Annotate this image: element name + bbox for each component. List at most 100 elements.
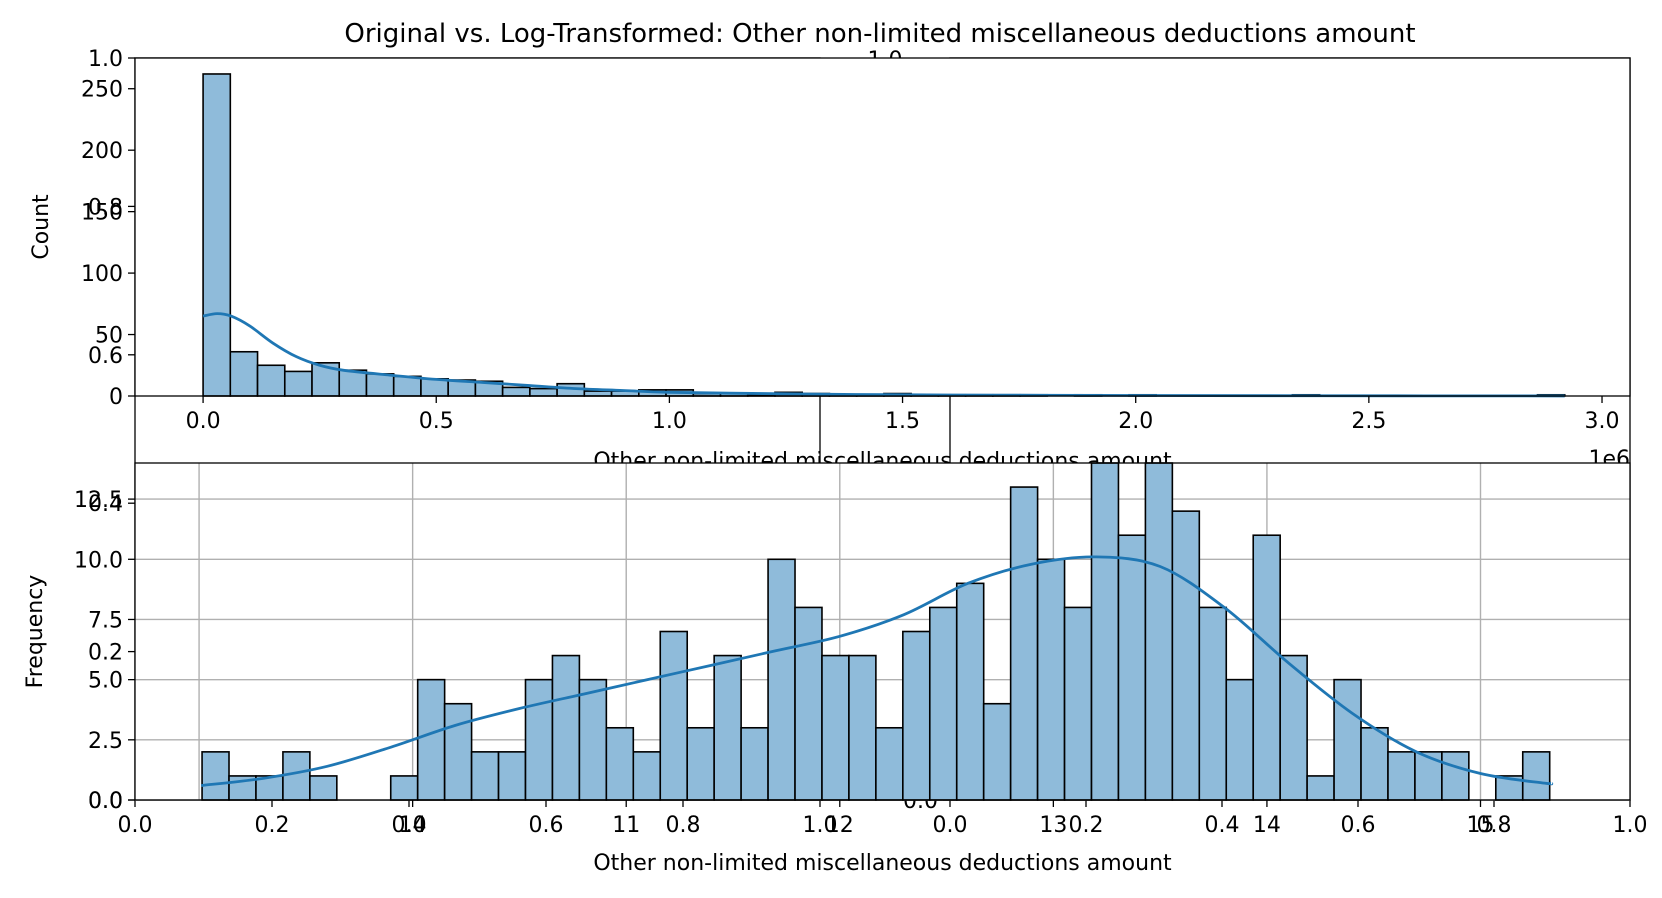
ytick-label: 0: [109, 385, 123, 410]
ytick-label: 100: [81, 262, 123, 287]
histogram-bar: [1144, 462, 1174, 801]
empty-right-xtick-label: 1.0: [1613, 813, 1648, 838]
histogram-bar: [1198, 606, 1228, 801]
y-axis-label: Frequency: [23, 575, 48, 689]
histogram-bar: [578, 678, 608, 801]
xtick-label: 0.5: [419, 409, 454, 434]
histogram-bar: [497, 751, 527, 801]
xtick-label: 2.0: [1118, 409, 1153, 434]
histogram-bar: [416, 678, 446, 801]
histogram-bar: [256, 364, 286, 397]
histogram-bar: [524, 678, 554, 801]
histogram-bar: [1333, 678, 1362, 801]
xtick-label: 15: [1467, 813, 1495, 838]
histogram-bar: [1090, 462, 1120, 801]
histogram-bar: [902, 630, 931, 801]
histogram-bar: [605, 726, 635, 801]
histogram-bar: [392, 375, 422, 397]
histogram-bar: [202, 73, 232, 397]
ytick-label: 2.5: [88, 729, 123, 754]
histogram-bar: [821, 654, 850, 801]
axes-background: [135, 58, 1630, 396]
histogram-bar: [309, 775, 338, 801]
empty-right-xtick-label: 0.2: [1069, 813, 1104, 838]
histogram-bar: [1414, 751, 1443, 801]
histogram-bar: [283, 370, 313, 397]
empty-left-xtick-label: 0.0: [118, 813, 153, 838]
empty-left-ytick-label: 0.8: [88, 195, 123, 220]
histogram-bar: [875, 726, 904, 801]
histogram-bar: [529, 387, 558, 397]
histogram-bar: [443, 702, 473, 801]
histogram-bar: [659, 630, 689, 801]
histogram-bar: [955, 582, 985, 801]
figure-title: Original vs. Log-Transformed: Other non-…: [344, 19, 1415, 49]
ytick-label: 0.0: [88, 789, 123, 814]
xtick-label: 12: [826, 813, 854, 838]
histogram-bar: [1117, 534, 1147, 801]
ytick-label: 250: [81, 78, 123, 103]
axes-frame: [134, 462, 1631, 801]
empty-right-xtick-label: 0.4: [1205, 813, 1240, 838]
xtick-label: 13: [1039, 813, 1067, 838]
histogram-bar: [928, 606, 958, 801]
histogram-bar: [1225, 678, 1255, 801]
ytick-label: 5.0: [88, 669, 123, 694]
histogram-bar: [389, 775, 419, 801]
empty-left-xtick-label: 1.0: [803, 813, 838, 838]
histogram-bar: [713, 654, 742, 801]
histogram-bar: [1387, 751, 1416, 801]
ytick-label: 50: [95, 324, 123, 349]
empty-right-xtick-label: 0.8: [1477, 813, 1512, 838]
xtick-label: 10: [399, 813, 427, 838]
histogram-bar: [740, 726, 769, 801]
histogram-bar: [1063, 606, 1093, 801]
empty-left-ytick-label: 0.2: [88, 641, 123, 666]
histogram-bar: [848, 654, 877, 801]
histogram-bar: [201, 751, 230, 801]
ytick-label: 200: [81, 139, 123, 164]
histogram-bar: [1171, 510, 1201, 801]
histogram-bar: [767, 558, 796, 801]
xtick-label: 14: [1253, 813, 1281, 838]
histogram-bar: [470, 751, 500, 801]
empty-left-xtick-label: 0.4: [392, 813, 427, 838]
histogram-bar: [1279, 654, 1308, 801]
empty-left-xtick-label: 0.6: [529, 813, 564, 838]
empty-left-ytick-label: 1.0: [88, 47, 123, 72]
empty-left-ytick-label: 0.0: [88, 789, 123, 814]
xtick-label: 2.5: [1351, 409, 1386, 434]
kde-line: [201, 555, 1554, 787]
overlaid-empty-axes-layer: 0.00.20.40.60.81.00.0 0.2 0.4 0.6 0.8 1.00.00…: [88, 47, 1648, 838]
ytick-label: 10.0: [74, 548, 123, 573]
histogram-bar: [1009, 486, 1039, 801]
xtick-label: 0.0: [186, 409, 221, 434]
histogram-bar: [1360, 726, 1389, 801]
ytick-label: 150: [81, 201, 123, 226]
histogram-bar: [365, 373, 395, 397]
x-axis-label: Other non-limited miscellaneous deductio…: [593, 851, 1172, 876]
histogram-bar: [229, 350, 259, 397]
y-axis-label: Count: [29, 194, 54, 260]
empty-left-ytick-label: 0.6: [88, 344, 123, 369]
histogram-bar: [551, 654, 581, 801]
histogram-bar: [1521, 751, 1551, 801]
histogram-bar: [794, 606, 823, 801]
ytick-label: 12.5: [74, 488, 123, 513]
histogram-bar: [1306, 775, 1335, 801]
empty-left-ytick-label: 0.4: [88, 492, 123, 517]
empty-right-xtick-label: 0.6: [1341, 813, 1376, 838]
histogram-bar: [1036, 558, 1066, 801]
empty-left-xtick-label: 0.2: [255, 813, 290, 838]
ytick-label: 7.5: [88, 608, 123, 633]
histogram-bar: [1441, 751, 1470, 801]
axes-frame: [134, 57, 1631, 397]
xtick-label: 1.5: [885, 409, 920, 434]
empty-right-xtick-label: 0.0: [933, 813, 968, 838]
histogram-bar: [982, 702, 1012, 801]
bottom-histogram-axes: 0.0 2.5 5.0 7.5 10.0 12.5 10 11 12 13 14 15 Other no…: [23, 462, 1631, 876]
xtick-label: 11: [612, 813, 640, 838]
empty-left-xtick-label: 0.8: [666, 813, 701, 838]
